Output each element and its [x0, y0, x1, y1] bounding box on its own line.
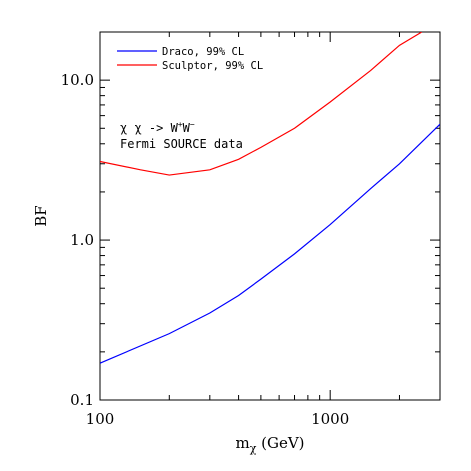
y-tick-label: 0.1: [70, 391, 94, 409]
y-tick-label: 10.0: [61, 71, 94, 89]
y-axis-label: BF: [32, 205, 50, 226]
plot-frame: [99, 31, 441, 401]
series-line-1: [100, 32, 423, 176]
x-tick-label: 100: [86, 410, 115, 428]
x-axis-label: mχ (GeV): [235, 434, 304, 455]
ticks-layer: [99, 31, 441, 401]
annotation-process: χ χ -> W+W−: [120, 120, 195, 135]
series-layer: [100, 32, 440, 364]
series-line-0: [100, 123, 440, 364]
x-tick-label: 1000: [311, 410, 349, 428]
y-tick-label: 1.0: [70, 231, 94, 249]
tick-labels-layer: 100 1000 0.1 1.0 10.0: [61, 71, 350, 428]
annotation-data-source: Fermi SOURCE data: [120, 137, 243, 151]
legend-label-0: Draco, 99% CL: [162, 46, 244, 58]
legend-label-1: Sculptor, 99% CL: [162, 60, 263, 72]
legend: Draco, 99% CL Sculptor, 99% CL: [117, 46, 263, 72]
